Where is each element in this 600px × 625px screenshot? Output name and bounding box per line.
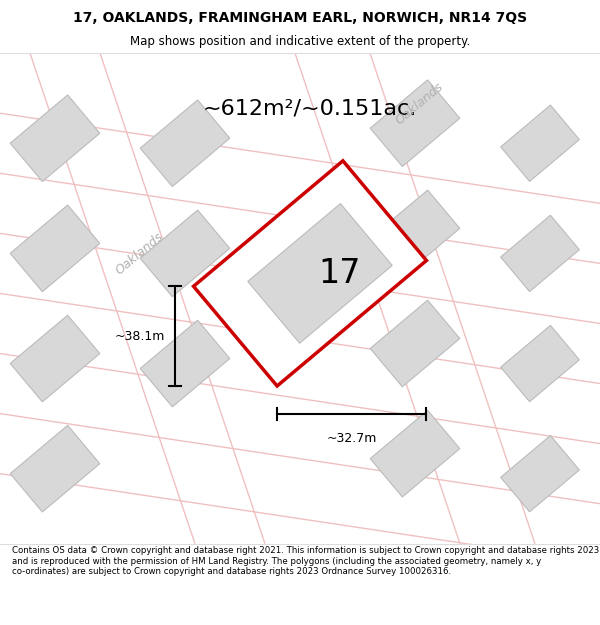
Text: Map shows position and indicative extent of the property.: Map shows position and indicative extent…: [130, 34, 470, 48]
Polygon shape: [500, 105, 580, 181]
Polygon shape: [500, 436, 580, 512]
Polygon shape: [10, 205, 100, 292]
Polygon shape: [140, 320, 230, 407]
Polygon shape: [10, 426, 100, 512]
Polygon shape: [500, 215, 580, 291]
Polygon shape: [370, 411, 460, 497]
Text: 17: 17: [319, 257, 361, 290]
Text: 17, OAKLANDS, FRAMINGHAM EARL, NORWICH, NR14 7QS: 17, OAKLANDS, FRAMINGHAM EARL, NORWICH, …: [73, 11, 527, 24]
Text: Oaklands: Oaklands: [113, 230, 166, 277]
Polygon shape: [370, 80, 460, 166]
Polygon shape: [194, 161, 427, 386]
Text: Contains OS data © Crown copyright and database right 2021. This information is : Contains OS data © Crown copyright and d…: [12, 546, 599, 576]
Polygon shape: [500, 326, 580, 402]
Text: ~32.7m: ~32.7m: [326, 432, 377, 444]
Text: ~38.1m: ~38.1m: [115, 329, 165, 342]
Polygon shape: [370, 300, 460, 387]
Polygon shape: [10, 95, 100, 181]
Polygon shape: [370, 190, 460, 277]
Text: ~612m²/~0.151ac.: ~612m²/~0.151ac.: [203, 98, 417, 118]
Polygon shape: [140, 100, 230, 186]
Polygon shape: [10, 315, 100, 402]
Polygon shape: [248, 204, 392, 343]
Text: Oaklands: Oaklands: [394, 79, 446, 127]
Polygon shape: [140, 210, 230, 297]
